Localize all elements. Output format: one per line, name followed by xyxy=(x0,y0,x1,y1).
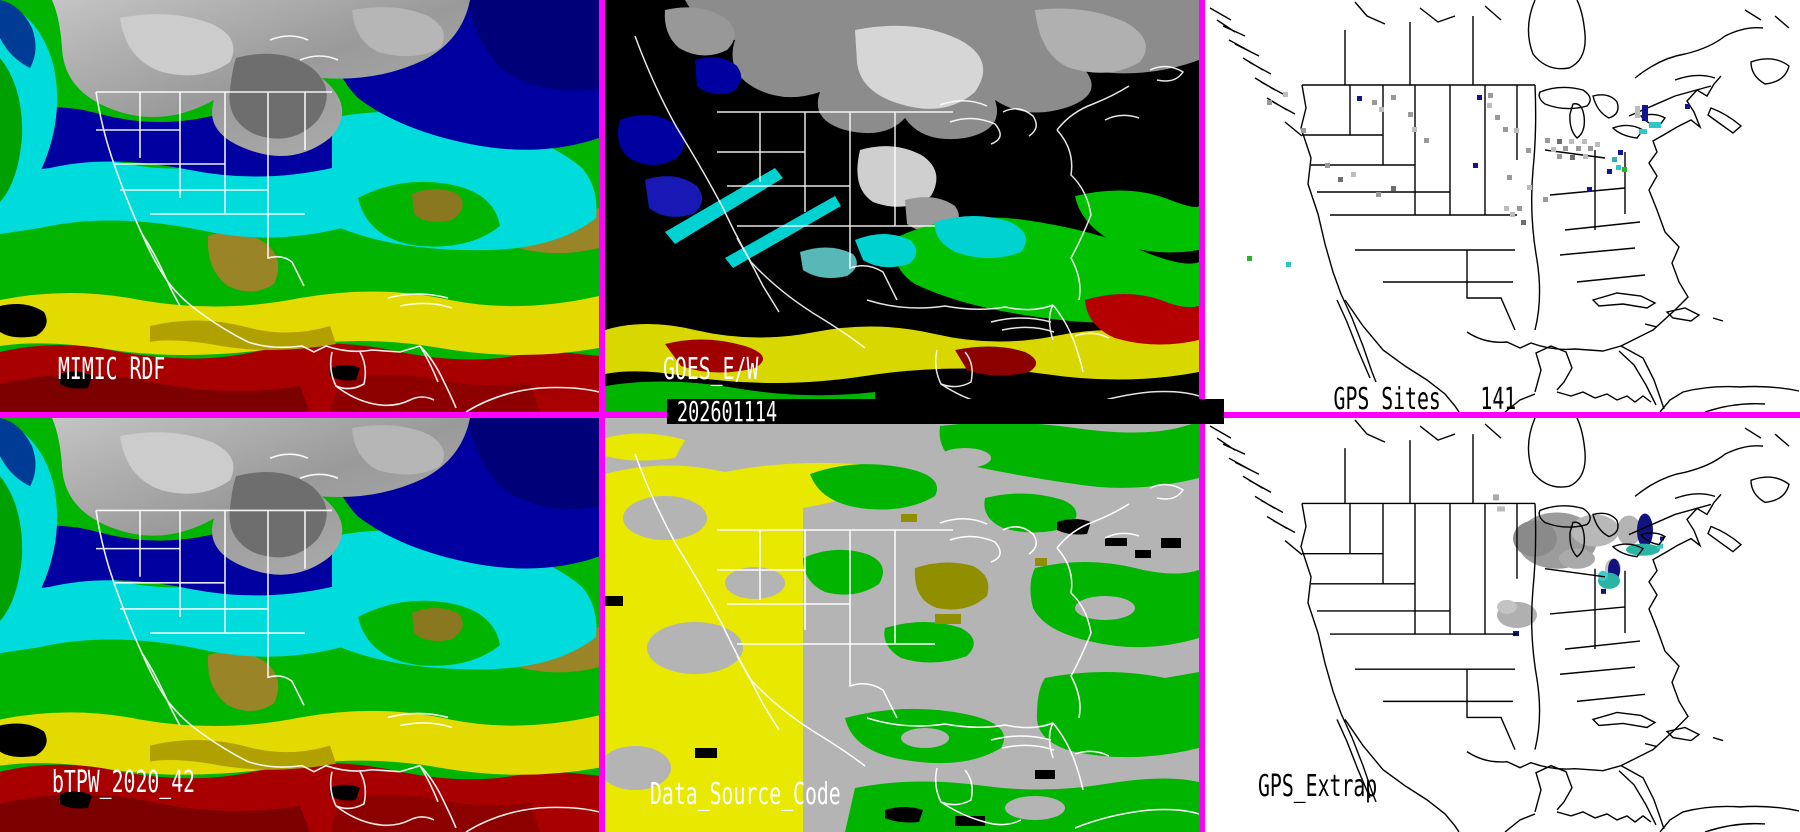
panel-mimic-rdf: MIMIC RDF xyxy=(0,0,599,412)
panel-label-data-source: Data_Source_Code xyxy=(650,777,841,812)
panel-label-mimic: MIMIC RDF xyxy=(58,352,166,387)
gps-site-marker xyxy=(1607,169,1612,174)
gps-site-marker xyxy=(1618,150,1623,155)
gps-sites-label-text: GPS Sites xyxy=(1333,382,1441,413)
panel-gps-extrap: GPS_Extrap xyxy=(1205,418,1800,832)
gps-site-marker xyxy=(1517,206,1522,211)
gps-sites-count: 141 xyxy=(1480,382,1517,413)
mimic-tpw-map-image xyxy=(0,0,599,412)
timestamp-bar: 202601114 xyxy=(667,394,1224,428)
panel-data-source-code: Data_Source_Code xyxy=(605,418,1199,832)
panel-btpw: bTPW_2020_42 xyxy=(0,418,599,832)
gps-site-marker xyxy=(1639,129,1647,134)
gps-site-marker xyxy=(1351,172,1356,177)
gps-site-marker xyxy=(1286,262,1291,267)
gps-site-marker xyxy=(1477,95,1482,100)
gps-site-marker xyxy=(1301,128,1306,133)
gps-site-marker xyxy=(1551,147,1556,152)
gps-site-marker xyxy=(1527,185,1532,190)
gps-site-marker xyxy=(1424,138,1429,143)
gps-site-marker xyxy=(1510,212,1515,217)
panel-label-btpw: bTPW_2020_42 xyxy=(52,765,196,800)
gps-site-marker xyxy=(1612,157,1617,162)
gps-site-marker xyxy=(1587,187,1592,192)
panel-label-goes: GOES_E/W xyxy=(663,352,759,387)
gps-site-marker xyxy=(1622,167,1627,172)
goes-satellite-image xyxy=(605,0,1199,412)
gps-extrap-map-image xyxy=(1205,418,1800,832)
panel-label-gps-sites: GPS Sites 141 xyxy=(1262,355,1517,413)
gps-site-marker xyxy=(1267,100,1272,105)
gps-site-marker xyxy=(1514,128,1519,133)
data-source-code-map-image xyxy=(605,418,1199,832)
timestamp-text: 202601114 xyxy=(677,394,778,428)
gps-site-marker xyxy=(1521,220,1526,225)
gps-site-marker xyxy=(1488,93,1493,98)
gps-site-marker xyxy=(1595,142,1600,147)
gps-site-marker xyxy=(1570,155,1575,160)
gps-site-marker xyxy=(1569,139,1574,144)
gps-site-marker xyxy=(1391,95,1396,100)
gps-site-marker xyxy=(1247,256,1252,261)
gps-site-marker xyxy=(1635,106,1640,118)
gps-site-marker xyxy=(1376,192,1381,197)
gps-site-marker xyxy=(1503,127,1508,132)
gps-site-marker xyxy=(1357,96,1362,101)
gps-site-marker xyxy=(1557,154,1562,159)
gps-site-marker xyxy=(1379,107,1384,112)
gps-site-marker xyxy=(1588,146,1593,151)
gps-site-marker xyxy=(1576,146,1581,151)
gps-site-marker xyxy=(1557,139,1562,144)
panel-goes-ew: GOES_E/W xyxy=(605,0,1199,412)
panel-gps-sites: GPS Sites 141 xyxy=(1205,0,1800,412)
gps-site-marker xyxy=(1545,138,1550,143)
gps-site-marker xyxy=(1642,105,1648,121)
panel-label-gps-extrap: GPS_Extrap xyxy=(1258,769,1378,804)
gps-site-marker xyxy=(1526,148,1531,153)
gps-site-marker xyxy=(1325,163,1330,168)
gps-site-marker xyxy=(1473,163,1478,168)
gps-site-marker-layer xyxy=(1247,92,1690,267)
gps-site-marker xyxy=(1543,197,1548,202)
gps-site-marker xyxy=(1685,104,1690,109)
gps-site-marker xyxy=(1495,115,1500,120)
gps-site-marker xyxy=(1408,112,1413,117)
gps-site-marker xyxy=(1563,146,1568,151)
gps-site-marker xyxy=(1616,165,1621,170)
gps-site-marker xyxy=(1583,154,1588,159)
gps-site-marker xyxy=(1391,186,1396,191)
gps-site-marker xyxy=(1338,177,1343,182)
gps-site-marker xyxy=(1507,175,1512,180)
gps-sites-map-image xyxy=(1205,0,1800,412)
gps-site-marker xyxy=(1283,92,1288,97)
gps-site-marker xyxy=(1504,206,1509,211)
gps-site-marker xyxy=(1582,139,1587,144)
gps-site-marker xyxy=(1649,122,1661,128)
gps-site-marker xyxy=(1487,103,1492,108)
gps-site-marker xyxy=(1372,100,1377,105)
gps-site-marker xyxy=(1412,127,1417,132)
